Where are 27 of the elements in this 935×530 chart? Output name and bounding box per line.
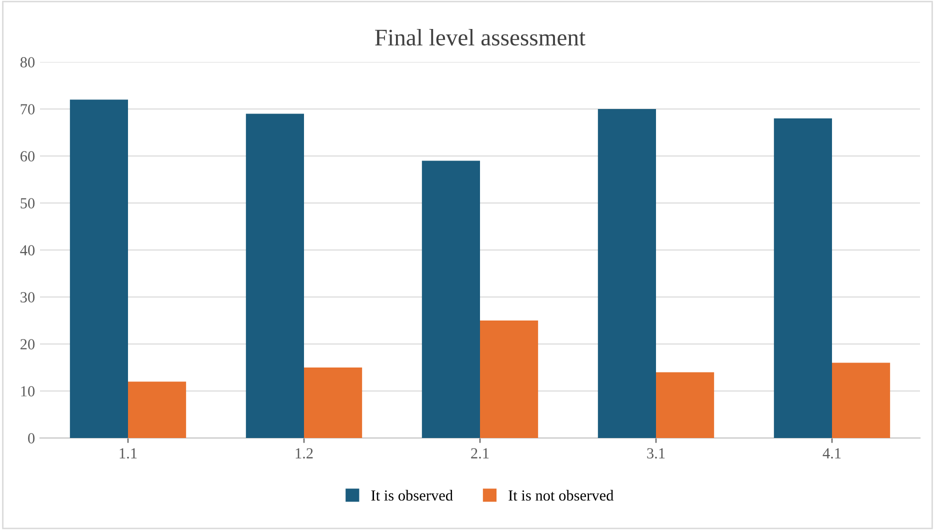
- bar: [128, 382, 186, 438]
- bar: [304, 368, 362, 438]
- bar: [246, 114, 304, 438]
- y-tick-label: 20: [20, 339, 35, 350]
- y-tick-label: 10: [21, 386, 35, 396]
- legend-label: It is not observed: [508, 490, 614, 501]
- bar: [832, 362, 890, 438]
- y-tick-label: 40: [20, 245, 35, 256]
- bar: [656, 372, 714, 438]
- bar: [480, 320, 538, 438]
- y-tick-label: 0: [28, 433, 35, 444]
- bar: [598, 109, 656, 438]
- y-tick-label: 60: [20, 151, 35, 162]
- x-tick-label: 1.1: [120, 448, 137, 459]
- legend-label: It is observed: [371, 490, 453, 501]
- x-tick-label: 4.1: [822, 448, 841, 459]
- y-tick-label: 50: [20, 198, 35, 208]
- x-tick-label: 3.1: [647, 448, 665, 459]
- y-tick-label: 30: [20, 292, 35, 302]
- bar: [70, 100, 128, 438]
- x-tick-label: 1.2: [296, 448, 313, 459]
- y-tick-label: 70: [20, 104, 35, 114]
- y-tick-label: 80: [20, 57, 35, 68]
- x-tick-label: 2.1: [471, 448, 489, 459]
- bar: [774, 118, 832, 438]
- chart-title: Final level assessment: [375, 28, 586, 46]
- bar: [422, 160, 480, 438]
